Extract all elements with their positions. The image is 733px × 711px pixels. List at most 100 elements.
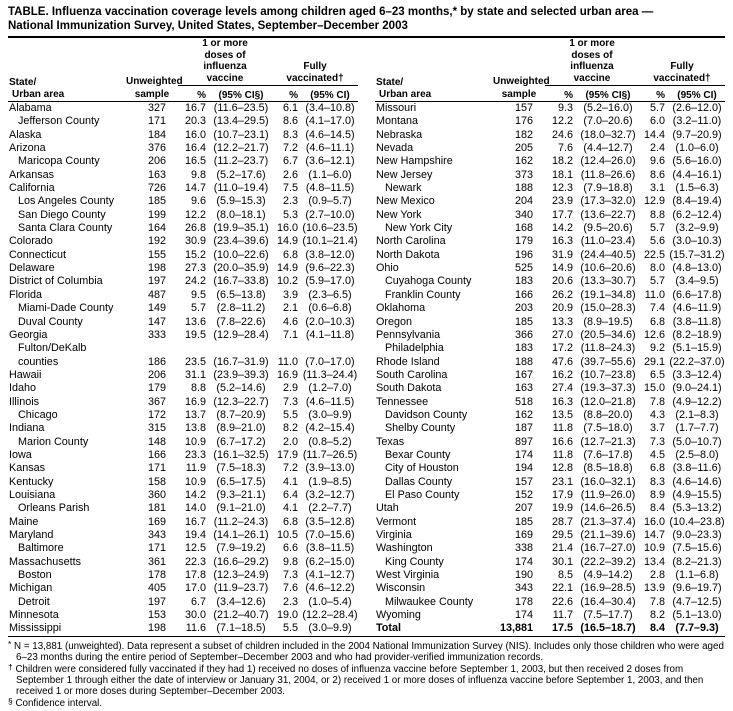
cell-dose1-pct: 29.5 bbox=[551, 529, 573, 541]
cell-state-name: Oregon bbox=[375, 315, 412, 328]
cell-fully-ci: (5.1–13.0) bbox=[672, 609, 722, 622]
cell-fully-pct: 8.4 bbox=[649, 622, 665, 635]
cell-fully-ci: (4.6–14.6) bbox=[672, 475, 722, 488]
cell-dose1-ci: (7.5–18.3) bbox=[216, 462, 266, 475]
cell-fully-pct: 4.6 bbox=[283, 315, 299, 328]
cell-unweighted-sample: 197 bbox=[147, 275, 166, 288]
cell-fully-ci: (4.9–15.5) bbox=[672, 488, 722, 501]
cell-unweighted-sample: 176 bbox=[514, 115, 533, 128]
cell-fully-pct: 8.3 bbox=[649, 475, 665, 488]
cell-dose1-ci: (16.1–32.5) bbox=[213, 448, 269, 461]
cell-fully-pct: 7.6 bbox=[283, 582, 299, 595]
cell-state-name: Newark bbox=[384, 182, 422, 195]
cell-fully-ci: (11.3–24.4) bbox=[302, 368, 358, 381]
cell-state-name: Philadelphia bbox=[384, 342, 444, 355]
cell-fully-pct: 2.8 bbox=[649, 569, 665, 582]
cell-dose1-ci: (10.7–23.1) bbox=[213, 128, 269, 141]
cell-fully-pct: 9.2 bbox=[649, 342, 665, 355]
cell-dose1-ci: (19.9–35.1) bbox=[213, 222, 269, 235]
cell-dose1-pct: 21.4 bbox=[551, 542, 573, 555]
cell-unweighted-sample: 196 bbox=[514, 248, 533, 261]
col-header-state: State/ Urban area bbox=[8, 38, 126, 102]
cell-dose1-ci: (16.7–27.0) bbox=[580, 542, 636, 555]
table-row: Boston 178 17.8 (12.3–24.9) 7.3 (4.1–12.7) bbox=[8, 569, 358, 582]
cell-fully-ci: (1.5–6.3) bbox=[675, 182, 719, 195]
cell-unweighted-sample: 518 bbox=[514, 395, 533, 408]
cell-unweighted-sample: 167 bbox=[514, 368, 533, 381]
cell-dose1-pct: 10.9 bbox=[184, 435, 206, 448]
cell-unweighted-sample: 157 bbox=[514, 102, 533, 114]
cell-dose1-ci: (12.9–28.4) bbox=[213, 328, 269, 341]
cell-state-name: Ohio bbox=[375, 262, 399, 275]
table-row: North Carolina 179 16.3 (11.0–23.4) 5.6 (3.0–… bbox=[375, 235, 725, 248]
cell-dose1-ci: (11.8–26.6) bbox=[580, 168, 636, 181]
cell-dose1-pct: 26.2 bbox=[551, 288, 573, 301]
cell-state-name: City of Houston bbox=[384, 462, 459, 475]
table-row: Los Angeles County 185 9.6 (5.9–15.3) 2.3 (0.… bbox=[8, 195, 358, 208]
cell-dose1-pct: 20.9 bbox=[551, 302, 573, 315]
cell-state-name: New Hampshire bbox=[375, 155, 453, 168]
cell-fully-pct: 7.8 bbox=[649, 595, 665, 608]
table-rows-left: Alabama 327 16.7 (11.6–23.5) 6.1 (3.4–10.8) Je… bbox=[8, 102, 358, 636]
cell-fully-ci: (5.9–17.0) bbox=[305, 275, 355, 288]
cell-dose1-pct: 16.2 bbox=[551, 368, 573, 381]
cell-dose1-ci: (12.3–22.7) bbox=[213, 395, 269, 408]
cell-fully-ci: (3.8–12.0) bbox=[305, 248, 355, 261]
cell-dose1-pct: 11.9 bbox=[185, 462, 206, 475]
cell-dose1-ci: (6.5–17.5) bbox=[216, 475, 266, 488]
cell-state-name: Tennessee bbox=[375, 395, 429, 408]
cell-state-name: Idaho bbox=[9, 382, 37, 395]
table-row: San Diego County 199 12.2 (8.0–18.1) 5.3 (2.7… bbox=[8, 209, 358, 222]
cell-dose1-ci: (6.7–17.2) bbox=[216, 435, 266, 448]
cell-fully-pct: 5.7 bbox=[649, 275, 665, 288]
cell-state-name: Milwaukee County bbox=[384, 595, 474, 608]
cell-dose1-pct: 27.4 bbox=[551, 382, 573, 395]
cell-fully-pct: 8.2 bbox=[283, 422, 299, 435]
cell-unweighted-sample: 171 bbox=[147, 542, 166, 555]
subheader-ci-dose1: (95% CI§) bbox=[210, 86, 273, 102]
cell-state-name: Baltimore bbox=[18, 542, 64, 555]
cell-dose1-pct: 17.9 bbox=[551, 488, 573, 501]
cell-dose1-ci: (17.3–32.0) bbox=[580, 195, 636, 208]
col-header-state-line2: Urban area bbox=[378, 88, 432, 100]
cell-unweighted-sample: 13,881 bbox=[499, 622, 533, 635]
cell-fully-pct: 8.6 bbox=[649, 168, 665, 181]
cell-dose1-pct: 22.1 bbox=[551, 582, 573, 595]
cell-fully-ci: (4.1–17.0) bbox=[305, 115, 355, 128]
cell-state-name: Fulton/DeKalb bbox=[18, 342, 87, 355]
col-header-sample: Unweighted sample bbox=[492, 38, 550, 102]
cell-state-name: New York bbox=[375, 208, 422, 221]
table-row: Minnesota 153 30.0 (21.2–40.7) 19.0 (12.2–28.… bbox=[8, 609, 358, 622]
cell-dose1-ci: (16.5–18.7) bbox=[580, 622, 636, 635]
cell-fully-ci: (22.2–37.0) bbox=[669, 355, 725, 368]
cell-fully-pct: 6.5 bbox=[649, 368, 665, 381]
cell-dose1-ci: (10.7–23.8) bbox=[580, 368, 636, 381]
cell-dose1-pct: 8.8 bbox=[190, 382, 206, 395]
table-row: Miami-Dade County 149 5.7 (2.8–11.2) 2.1 (0.6… bbox=[8, 302, 358, 315]
cell-state-name: Montana bbox=[375, 115, 418, 128]
table-row: New York 340 17.7 (13.6–22.7) 8.8 (6.2–12.4) bbox=[375, 209, 725, 222]
coverage-table-left: State/ Urban area Unweighted sample 1 or… bbox=[8, 38, 359, 636]
cell-fully-pct: 7.2 bbox=[283, 462, 299, 475]
cell-dose1-ci: (12.7–21.3) bbox=[580, 435, 636, 448]
table-row: Wyoming 174 11.7 (7.5–17.7) 8.2 (5.1–13.0) bbox=[375, 609, 725, 622]
cell-unweighted-sample: 184 bbox=[147, 128, 166, 141]
cell-dose1-pct: 16.6 bbox=[551, 435, 573, 448]
cell-unweighted-sample: 178 bbox=[147, 569, 166, 582]
cell-state-name: Chicago bbox=[18, 408, 58, 421]
cell-fully-ci: (4.1–11.8) bbox=[305, 328, 355, 341]
cell-state-name: Delaware bbox=[9, 262, 55, 275]
table-row: Baltimore 171 12.5 (7.9–19.2) 6.6 (3.8–11.5) bbox=[8, 542, 358, 555]
cell-fully-ci: (3.3–12.4) bbox=[672, 368, 722, 381]
cell-fully-ci: (8.4–19.4) bbox=[672, 195, 722, 208]
table-row: Maine 169 16.7 (11.2–24.3) 6.8 (3.5–12.8) bbox=[8, 516, 358, 529]
cell-dose1-ci: (4.4–12.7) bbox=[583, 142, 633, 155]
cell-fully-ci: (0.9–5.7) bbox=[308, 195, 352, 208]
table-row: Nebraska 182 24.6 (18.0–32.7) 14.4 (9.7–20.9) bbox=[375, 129, 725, 142]
cell-state-name: Virginia bbox=[375, 529, 412, 541]
cell-dose1-ci: (8.9–21.0) bbox=[216, 422, 266, 435]
cell-state-name: Mississippi bbox=[9, 622, 62, 635]
table-row: Nevada 205 7.6 (4.4–12.7) 2.4 (1.0–6.0) bbox=[375, 142, 725, 155]
cell-unweighted-sample: 487 bbox=[147, 288, 166, 301]
cell-state-name: Los Angeles County bbox=[18, 195, 115, 208]
